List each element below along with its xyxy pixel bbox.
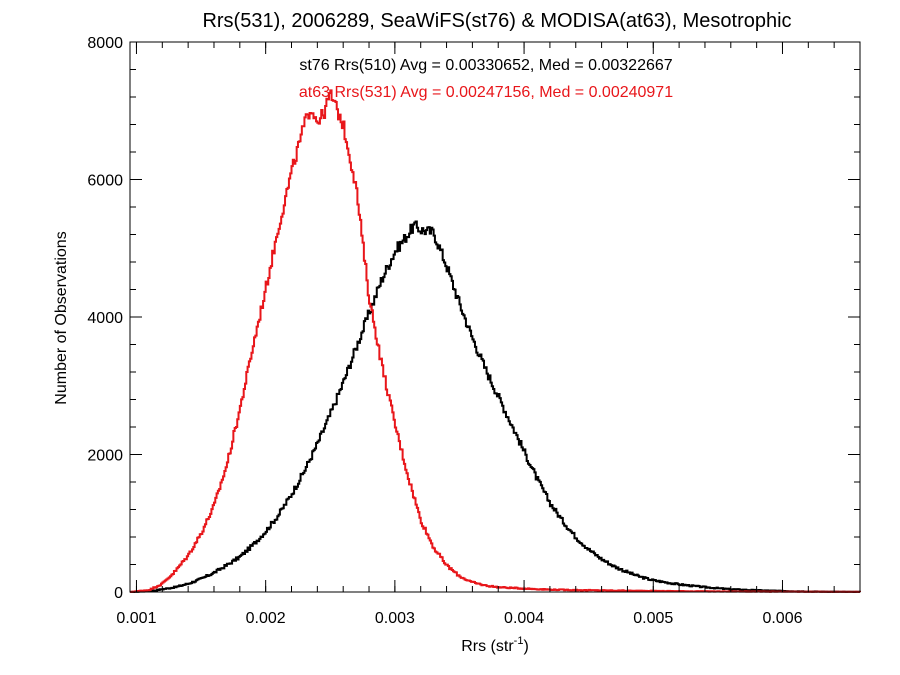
x-axis-label-sup: -1 <box>514 635 524 647</box>
tick-layer: 0.001 0.002 0.003 0.004 0.005 0.006 0 2000 4000 6… <box>87 35 861 627</box>
y-tick-label-1: 2000 <box>87 448 123 465</box>
series-line-0 <box>130 220 861 593</box>
y-tick-label-3: 6000 <box>87 173 123 190</box>
series-layer <box>130 89 861 593</box>
chart-title: Rrs(531), 2006289, SeaWiFS(st76) & MODIS… <box>202 10 791 32</box>
plot-frame <box>129 41 861 593</box>
x-tick-label-0: 0.001 <box>116 610 156 627</box>
x-tick-label-3: 0.004 <box>504 610 544 627</box>
x-tick-label-2: 0.003 <box>375 610 415 627</box>
x-axis-label-close: ) <box>523 638 528 655</box>
y-tick-label-0: 0 <box>114 585 123 602</box>
x-axis-label-main: Rrs (str <box>461 638 514 655</box>
series-line-1 <box>130 89 861 593</box>
x-tick-label-5: 0.006 <box>762 610 802 627</box>
y-tick-label-4: 8000 <box>87 35 123 52</box>
x-axis-label: Rrs (str-1) <box>461 635 529 655</box>
x-tick-label-4: 0.005 <box>633 610 673 627</box>
x-tick-label-1: 0.002 <box>246 610 286 627</box>
annotation-at63: at63 Rrs(531) Avg = 0.00247156, Med = 0.… <box>299 84 673 101</box>
y-tick-label-2: 4000 <box>87 310 123 327</box>
annotation-st76: st76 Rrs(510) Avg = 0.00330652, Med = 0.… <box>299 57 672 74</box>
y-axis-label: Number of Observations <box>53 231 70 404</box>
